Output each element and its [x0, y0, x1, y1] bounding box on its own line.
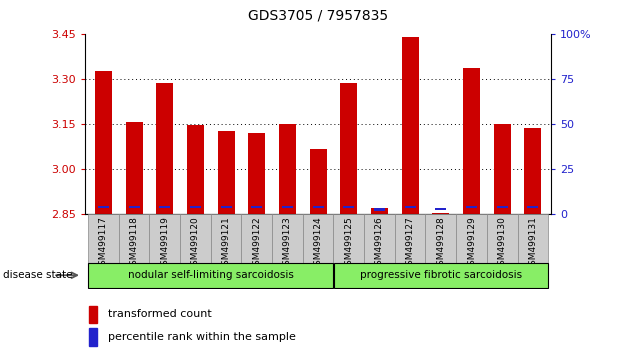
Bar: [159, 206, 170, 209]
Bar: [211, 214, 241, 283]
Bar: [334, 263, 548, 288]
Bar: [404, 206, 416, 209]
Bar: [88, 306, 97, 323]
Text: progressive fibrotic sarcoidosis: progressive fibrotic sarcoidosis: [360, 270, 522, 280]
Bar: [218, 131, 234, 214]
Text: GSM499126: GSM499126: [375, 216, 384, 271]
Bar: [190, 206, 201, 209]
Text: GSM499118: GSM499118: [130, 216, 139, 271]
Bar: [494, 124, 510, 214]
Bar: [149, 214, 180, 283]
Text: GSM499129: GSM499129: [467, 216, 476, 271]
Bar: [425, 214, 456, 283]
Bar: [340, 83, 357, 214]
Bar: [241, 214, 272, 283]
Bar: [487, 214, 517, 283]
Text: GSM499121: GSM499121: [222, 216, 231, 271]
Text: GSM499119: GSM499119: [160, 216, 169, 271]
Bar: [333, 214, 364, 283]
Bar: [402, 37, 418, 214]
Bar: [88, 328, 97, 346]
Bar: [463, 68, 480, 214]
Bar: [496, 206, 508, 209]
Bar: [119, 214, 149, 283]
Text: GSM499117: GSM499117: [99, 216, 108, 271]
Text: GSM499124: GSM499124: [314, 216, 323, 271]
Text: GSM499122: GSM499122: [252, 216, 261, 271]
Text: GSM499125: GSM499125: [345, 216, 353, 271]
Bar: [371, 207, 388, 214]
Bar: [180, 214, 211, 283]
Text: GSM499120: GSM499120: [191, 216, 200, 271]
Bar: [98, 206, 109, 209]
Text: transformed count: transformed count: [108, 309, 211, 319]
Bar: [88, 214, 119, 283]
Bar: [517, 214, 548, 283]
Bar: [310, 149, 326, 214]
Text: nodular self-limiting sarcoidosis: nodular self-limiting sarcoidosis: [128, 270, 294, 280]
Bar: [156, 83, 173, 214]
Bar: [364, 214, 395, 283]
Bar: [272, 214, 303, 283]
Bar: [248, 133, 265, 214]
Text: GSM499127: GSM499127: [406, 216, 415, 271]
Bar: [220, 206, 232, 209]
Bar: [395, 214, 425, 283]
Bar: [126, 122, 142, 214]
Bar: [303, 214, 333, 283]
Bar: [524, 129, 541, 214]
Bar: [282, 206, 293, 209]
Bar: [435, 207, 446, 210]
Text: disease state: disease state: [3, 270, 72, 280]
Bar: [374, 208, 385, 211]
Bar: [95, 71, 112, 214]
Bar: [129, 206, 140, 209]
Bar: [187, 125, 204, 214]
Text: GDS3705 / 7957835: GDS3705 / 7957835: [248, 9, 388, 23]
Text: GSM499123: GSM499123: [283, 216, 292, 271]
Bar: [456, 214, 487, 283]
Text: GSM499131: GSM499131: [529, 216, 537, 271]
Bar: [343, 206, 354, 209]
Bar: [527, 206, 538, 209]
Text: GSM499130: GSM499130: [498, 216, 507, 271]
Text: percentile rank within the sample: percentile rank within the sample: [108, 332, 295, 342]
Bar: [251, 206, 262, 209]
Bar: [88, 263, 333, 288]
Bar: [432, 213, 449, 214]
Bar: [279, 124, 296, 214]
Bar: [466, 206, 477, 209]
Bar: [312, 206, 324, 209]
Text: GSM499128: GSM499128: [437, 216, 445, 271]
